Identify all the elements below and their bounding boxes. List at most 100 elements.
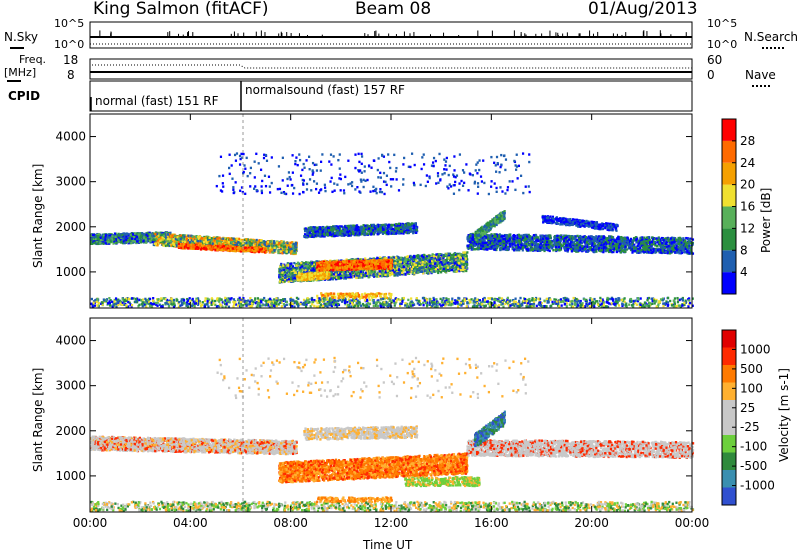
data-cell xyxy=(105,234,107,236)
data-cell xyxy=(131,237,133,239)
data-cell xyxy=(170,240,172,242)
data-cell xyxy=(118,234,120,236)
data-cell xyxy=(223,245,225,247)
data-cell xyxy=(211,239,213,241)
data-cell xyxy=(254,243,256,245)
data-cell xyxy=(217,245,219,247)
data-cell xyxy=(218,242,220,244)
data-cell xyxy=(140,235,142,237)
data-cell xyxy=(124,242,126,244)
data-cell xyxy=(245,238,247,240)
data-cell xyxy=(271,248,273,250)
data-cell xyxy=(187,235,189,237)
data-cell xyxy=(212,242,214,244)
data-cell xyxy=(247,250,249,252)
data-cell xyxy=(227,249,229,251)
data-cell xyxy=(448,270,450,272)
data-cell xyxy=(192,236,194,238)
data-cell xyxy=(254,250,256,252)
data-cell xyxy=(273,240,275,242)
data-cell xyxy=(203,241,205,243)
data-cell xyxy=(129,238,131,240)
data-cell xyxy=(108,236,110,238)
data-cell xyxy=(154,233,156,235)
data-cell xyxy=(141,232,143,234)
data-cell xyxy=(233,237,235,239)
data-cell xyxy=(183,243,185,245)
data-cell xyxy=(183,235,185,237)
data-cell xyxy=(294,250,296,252)
data-cell xyxy=(267,241,269,243)
data-cell xyxy=(220,249,222,251)
data-cell xyxy=(155,238,157,240)
data-cell xyxy=(255,248,257,250)
data-cell xyxy=(136,240,138,242)
data-cell xyxy=(413,255,415,257)
data-cell xyxy=(286,269,288,271)
data-cell xyxy=(387,273,389,275)
data-cell xyxy=(292,245,294,247)
data-cell xyxy=(145,233,147,235)
power-data-layer xyxy=(90,114,694,308)
data-cell xyxy=(421,266,423,268)
data-cell xyxy=(138,233,140,235)
data-cell xyxy=(189,241,191,243)
data-cell xyxy=(418,262,420,264)
data-cell xyxy=(180,238,182,240)
data-cell xyxy=(395,256,397,258)
data-cell xyxy=(172,238,174,240)
data-cell xyxy=(90,240,92,242)
data-cell xyxy=(178,245,180,247)
data-cell xyxy=(181,243,183,245)
data-cell xyxy=(443,268,445,270)
data-cell xyxy=(272,251,274,253)
data-cell xyxy=(303,262,305,264)
nave-line xyxy=(92,65,692,68)
data-cell xyxy=(130,242,132,244)
data-cell xyxy=(439,267,441,269)
data-cell xyxy=(145,241,147,243)
data-cell xyxy=(232,247,234,249)
data-cell xyxy=(212,246,214,248)
data-cell xyxy=(396,267,398,269)
data-cell xyxy=(407,255,409,257)
data-cell xyxy=(125,235,127,237)
data-cell xyxy=(284,271,286,273)
data-cell xyxy=(258,251,260,253)
data-cell xyxy=(175,242,177,244)
data-cell xyxy=(244,247,246,249)
data-cell xyxy=(264,248,266,250)
data-cell xyxy=(184,241,186,243)
data-cell xyxy=(222,237,224,239)
data-cell xyxy=(216,249,218,251)
data-cell xyxy=(223,247,225,249)
data-cell xyxy=(120,241,122,243)
data-cell xyxy=(239,247,241,249)
data-cell xyxy=(200,248,202,250)
data-cell xyxy=(155,243,157,245)
data-cell xyxy=(145,238,147,240)
data-cell xyxy=(211,237,213,239)
data-cell xyxy=(167,238,169,240)
data-cell xyxy=(202,244,204,246)
data-cell xyxy=(400,257,402,259)
data-cell xyxy=(376,257,378,259)
data-cell xyxy=(97,243,99,245)
data-cell xyxy=(115,242,117,244)
data-cell xyxy=(127,233,129,235)
data-cell xyxy=(245,242,247,244)
data-cell xyxy=(313,265,315,267)
data-cell xyxy=(260,239,262,241)
freq-panel-frame xyxy=(90,59,692,79)
data-cell xyxy=(93,242,95,244)
data-cell xyxy=(102,238,104,240)
data-cell xyxy=(270,240,272,242)
data-cell xyxy=(171,234,173,236)
data-cell xyxy=(234,250,236,252)
data-cell xyxy=(381,274,383,276)
data-cell xyxy=(173,244,175,246)
data-cell xyxy=(236,238,238,240)
data-cell xyxy=(97,235,99,237)
data-cell xyxy=(108,241,110,243)
